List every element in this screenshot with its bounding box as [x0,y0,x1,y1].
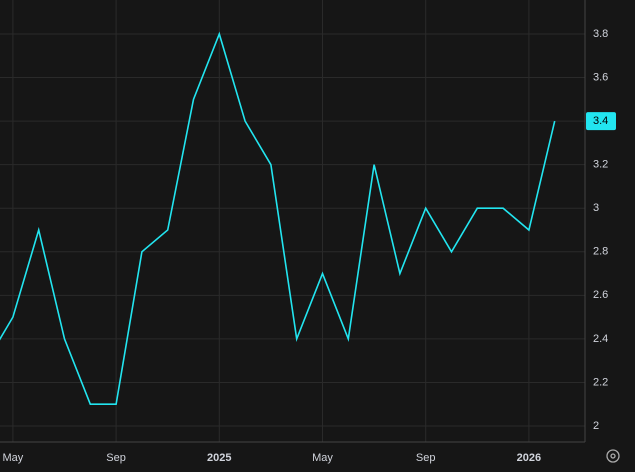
x-tick-label: Sep [416,452,436,464]
y-tick-label: 3.6 [593,71,608,83]
x-tick-label: May [3,452,24,464]
plot [0,31,556,406]
x-tick-label: 2025 [207,452,231,464]
x-tick-label: Sep [106,452,126,464]
y-tick-label: 2.6 [593,289,608,301]
x-tick-label: May [312,452,333,464]
grid [0,0,585,442]
y-tick-label: 2.2 [593,376,608,388]
y-tick-label: 2.4 [593,333,608,345]
y-tick-label: 2.8 [593,246,608,258]
labels: 2 2.2 2.4 2.6 2.8 3 3.2 3.4 3.6 3.8 May Sep 2025 May S… [3,28,616,464]
last-value-badge [586,112,616,131]
settings-icon[interactable] [606,449,620,463]
line [0,31,556,406]
x-tick-label: 2026 [517,452,541,464]
settings-gear[interactable] [606,449,620,463]
last-value-label: 3.4 [593,115,608,127]
settings-center[interactable] [610,453,616,459]
y-tick-label: 2 [593,420,599,432]
y-tick-label: 3.8 [593,28,608,40]
y-tick-label: 3.2 [593,159,608,171]
y-tick-label: 3 [593,202,599,214]
